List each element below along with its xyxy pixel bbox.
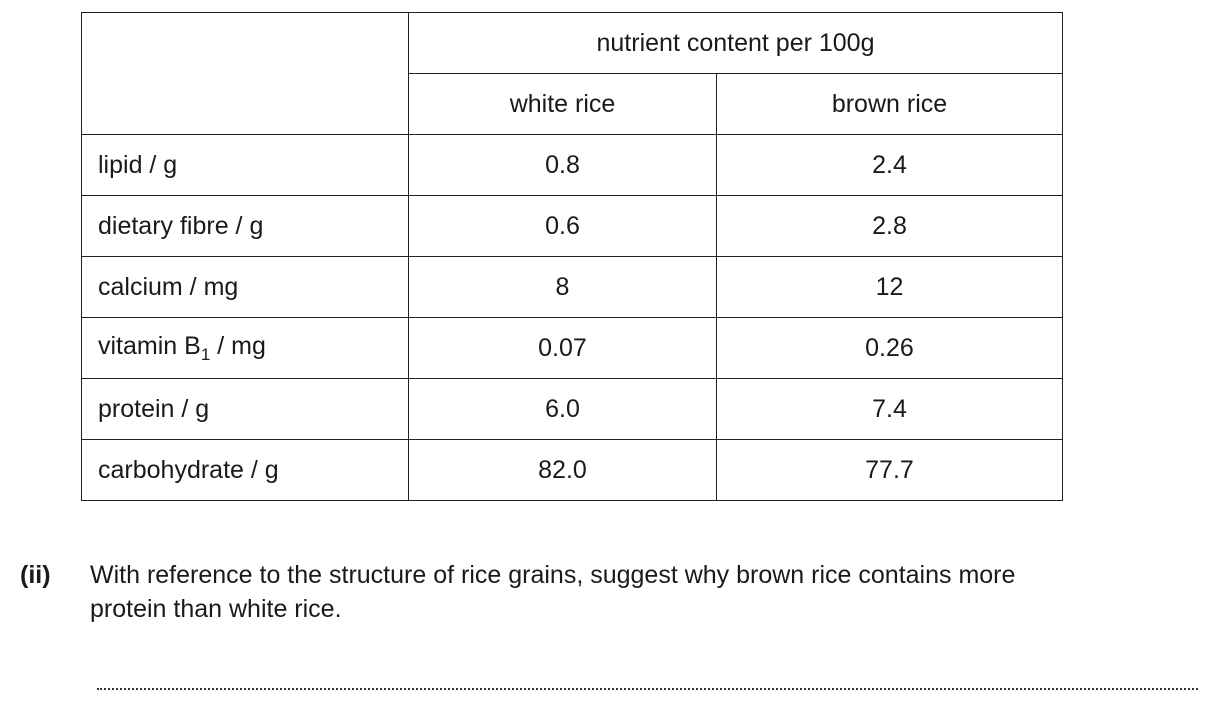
table-row: protein / g 6.0 7.4 xyxy=(81,378,1063,440)
table-body: lipid / g 0.8 2.4 dietary fibre / g 0.6 2.8 ca… xyxy=(81,134,1063,501)
question-number: (ii) xyxy=(20,561,51,589)
value-cell: 0.8 xyxy=(408,134,717,196)
column-header: white rice xyxy=(408,73,717,135)
row-label: dietary fibre / g xyxy=(81,195,409,257)
row-label: carbohydrate / g xyxy=(81,439,409,501)
label-unit: / mg xyxy=(210,331,266,360)
value-cell: 12 xyxy=(716,256,1063,318)
label-subscript: 1 xyxy=(200,344,211,364)
value-cell: 8 xyxy=(408,256,717,318)
value-cell: 77.7 xyxy=(716,439,1063,501)
header-row: white rice brown rice xyxy=(82,73,1063,135)
row-label: protein / g xyxy=(81,378,409,440)
answer-line xyxy=(97,688,1198,690)
table-row: dietary fibre / g 0.6 2.8 xyxy=(81,195,1063,257)
label-text: vitamin B xyxy=(98,331,201,360)
value-cell: 6.0 xyxy=(408,378,717,440)
table-row: carbohydrate / g 82.0 77.7 xyxy=(81,439,1063,501)
header-row: nutrient content per 100g xyxy=(81,12,1063,135)
value-cell: 7.4 xyxy=(716,378,1063,440)
column-header: brown rice xyxy=(716,73,1063,135)
row-label: calcium / mg xyxy=(81,256,409,318)
value-cell: 0.07 xyxy=(408,317,717,379)
row-label: vitamin B1 / mg xyxy=(81,317,409,379)
row-label: lipid / g xyxy=(81,134,409,196)
group-header: nutrient content per 100g xyxy=(408,12,1063,74)
question-line: protein than white rice. xyxy=(90,595,342,623)
value-cell: 2.8 xyxy=(716,195,1063,257)
table-row: calcium / mg 8 12 xyxy=(81,256,1063,318)
table-row: lipid / g 0.8 2.4 xyxy=(81,134,1063,196)
value-cell: 0.26 xyxy=(716,317,1063,379)
question-line: With reference to the structure of rice … xyxy=(90,561,1016,589)
value-cell: 0.6 xyxy=(408,195,717,257)
value-cell: 82.0 xyxy=(408,439,717,501)
nutrient-table: nutrient content per 100g white rice bro… xyxy=(81,12,1063,501)
table-row: vitamin B1 / mg 0.07 0.26 xyxy=(81,317,1063,379)
corner-cell xyxy=(81,12,409,135)
value-cell: 2.4 xyxy=(716,134,1063,196)
